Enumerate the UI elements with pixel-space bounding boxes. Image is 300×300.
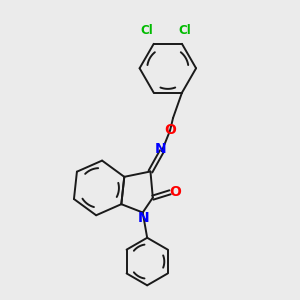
Text: N: N [138, 212, 150, 225]
Text: Cl: Cl [141, 24, 154, 37]
Text: Cl: Cl [178, 24, 191, 37]
Text: N: N [154, 142, 166, 156]
Text: O: O [164, 124, 176, 137]
Text: O: O [169, 185, 181, 199]
